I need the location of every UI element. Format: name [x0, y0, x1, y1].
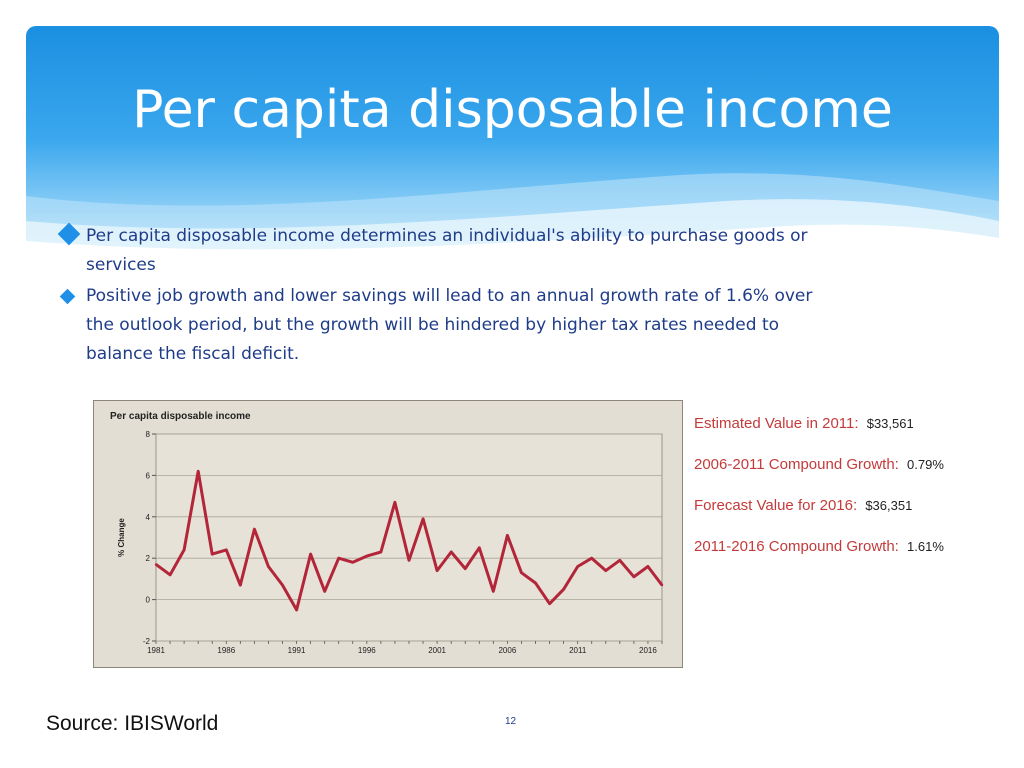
page-number: 12 — [505, 716, 517, 727]
stat-estimated-2011: Estimated Value in 2011: $33,561 — [694, 404, 1004, 445]
slide-header — [26, 26, 999, 276]
y-tick-label: 4 — [146, 513, 151, 522]
data-point — [590, 557, 593, 560]
data-point — [253, 528, 256, 531]
data-point — [562, 588, 565, 591]
data-point — [295, 608, 298, 612]
source-caption: Source: IBISWorld — [46, 712, 219, 735]
y-tick-label: 2 — [146, 554, 151, 563]
data-point — [435, 569, 439, 572]
chart-title: Per capita disposable income — [110, 411, 251, 422]
data-point — [182, 548, 186, 552]
bullet-item: Positive job growth and lower savings wi… — [58, 282, 818, 369]
stat-label: Estimated Value in 2011: — [694, 415, 859, 432]
data-point — [576, 565, 579, 568]
stat-label: 2011-2016 Compound Growth: — [694, 538, 899, 555]
data-point — [548, 602, 551, 605]
header-wave-decoration — [26, 173, 999, 276]
data-point — [478, 546, 481, 550]
bullet-list: Per capita disposable income determines … — [57, 222, 818, 371]
stats-panel: Estimated Value in 2011: $33,561 2006-20… — [694, 404, 1004, 568]
data-point — [464, 567, 467, 570]
chart-panel: -2 0 2 4 6 8 1981 1986 1991 1996 2001 2006 2011 2016 P… — [93, 400, 683, 668]
data-point — [646, 565, 650, 568]
stat-label: 2006-2011 Compound Growth: — [694, 456, 899, 473]
x-tick-label: 1981 — [147, 646, 165, 655]
x-tick-label: 2011 — [569, 646, 587, 655]
plot-area — [155, 433, 663, 642]
data-point — [211, 552, 214, 556]
diamond-bullet-icon — [57, 222, 81, 246]
y-tick-label: 6 — [146, 471, 151, 480]
y-axis-label: % Change — [117, 518, 126, 557]
y-tick-label: -2 — [143, 637, 151, 646]
data-point — [337, 557, 340, 560]
slide-title: Per capita disposable income — [132, 80, 893, 140]
stat-forecast-2016: Forecast Value for 2016: $36,351 — [694, 486, 1004, 527]
data-point — [281, 583, 284, 587]
bullet-text: Positive job growth and lower savings wi… — [86, 286, 813, 364]
stat-value: $33,561 — [866, 416, 914, 431]
data-point — [449, 550, 453, 554]
stat-growth-2006-2011: 2006-2011 Compound Growth: 0.79% — [694, 445, 1004, 486]
data-point — [267, 565, 270, 568]
data-point — [407, 559, 411, 562]
stat-growth-2011-2016: 2011-2016 Compound Growth: 1.61% — [694, 527, 1004, 568]
data-point — [632, 575, 636, 579]
x-tick-label: 2016 — [639, 646, 657, 655]
data-point — [379, 550, 383, 554]
data-point — [604, 569, 607, 572]
x-tick-label: 1986 — [217, 646, 235, 655]
y-tick-label: 0 — [146, 596, 151, 605]
data-point — [492, 590, 495, 593]
data-point — [168, 573, 172, 576]
x-tick-label: 2006 — [498, 646, 516, 655]
stat-label: Forecast Value for 2016: — [694, 497, 858, 514]
x-tick-label: 2001 — [428, 646, 446, 655]
x-tick-label: 1996 — [358, 646, 376, 655]
data-point — [520, 571, 523, 574]
data-point — [534, 581, 537, 585]
data-point — [618, 559, 622, 562]
data-point — [196, 470, 200, 473]
data-point — [154, 563, 158, 566]
line-chart: -2 0 2 4 6 8 1981 1986 1991 1996 2001 2006 2011 2016 P… — [110, 411, 664, 655]
data-point — [351, 561, 354, 564]
data-point — [660, 583, 664, 587]
x-tick-label: 1991 — [288, 646, 306, 655]
bullet-text: Per capita disposable income determines … — [86, 226, 808, 275]
diamond-bullet-icon — [59, 288, 76, 305]
stat-value: 1.61% — [907, 539, 944, 554]
data-point — [365, 554, 369, 558]
data-point — [225, 548, 228, 552]
y-tick-label: 8 — [146, 430, 151, 439]
data-point — [393, 501, 397, 504]
stat-value: 0.79% — [907, 457, 944, 472]
data-point — [506, 534, 509, 537]
data-point — [323, 590, 326, 593]
bullet-item: Per capita disposable income determines … — [57, 222, 818, 280]
data-point — [309, 552, 312, 556]
data-point — [421, 517, 425, 521]
data-point — [239, 583, 242, 587]
stat-value: $36,351 — [865, 498, 913, 513]
